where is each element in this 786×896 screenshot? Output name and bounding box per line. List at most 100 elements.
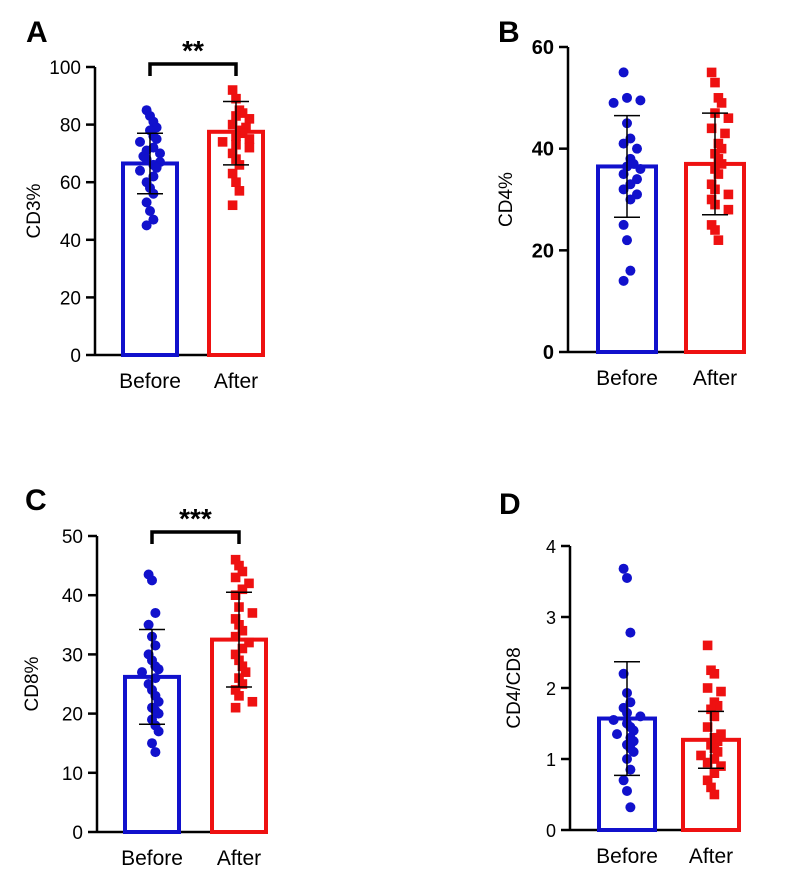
data-point-after-c <box>247 608 258 618</box>
y-tick-label-d: 2 <box>546 679 556 699</box>
x-category-label-d: After <box>689 845 733 868</box>
data-point-before-d <box>625 802 636 813</box>
data-point-after-b <box>713 93 724 103</box>
data-point-after-b <box>723 204 734 215</box>
data-point-before-d <box>618 775 629 786</box>
data-point-before-d <box>612 729 622 740</box>
data-point-after-c <box>237 679 248 689</box>
significance-bracket-c <box>150 530 241 544</box>
y-tick-label-b: 0 <box>543 342 554 364</box>
data-point-after-c <box>237 643 248 654</box>
y-tick-label-a: 60 <box>60 173 81 194</box>
data-point-before-a <box>141 154 152 165</box>
data-point-after-c <box>240 667 251 677</box>
panel-letter-c: C <box>25 484 47 517</box>
y-axis-title-a: CD3% <box>24 183 45 238</box>
data-point-before-d <box>608 714 619 725</box>
data-point-before-c <box>147 738 157 749</box>
data-point-before-b <box>618 67 629 78</box>
data-point-before-a <box>155 148 165 159</box>
data-point-after-a <box>231 93 241 104</box>
y-tick-label-c: 40 <box>62 586 83 607</box>
data-point-after-a <box>227 148 238 159</box>
data-point-after-d <box>709 711 720 722</box>
data-point-before-c <box>150 607 161 618</box>
data-point-after-a <box>241 122 251 133</box>
data-point-after-d <box>702 722 713 732</box>
chart-svg-d: D 0 1 2 3 4 CD4/CD8 Before After <box>499 488 741 868</box>
y-tick-label-a: 80 <box>60 116 81 137</box>
data-point-before-b <box>618 275 629 286</box>
y-tick-label-a: 0 <box>70 346 81 367</box>
data-point-after-b <box>713 169 724 179</box>
data-point-after-b <box>713 138 724 149</box>
data-point-after-d <box>709 789 720 800</box>
data-point-before-d <box>622 572 632 583</box>
data-point-before-a <box>148 214 159 225</box>
y-tick-label-b: 20 <box>532 240 554 262</box>
data-point-after-c <box>244 637 254 648</box>
significance-label-a: ** <box>182 35 204 66</box>
data-point-before-d <box>618 563 629 574</box>
x-category-label-b: Before <box>596 367 658 390</box>
y-axis-title-c: CD8% <box>22 656 43 711</box>
y-tick-label-a: 100 <box>49 58 81 79</box>
data-point-after-c <box>234 691 244 701</box>
data-point-after-c <box>230 649 241 660</box>
data-point-after-c <box>230 572 241 583</box>
data-point-after-b <box>716 159 727 169</box>
data-point-before-d <box>625 627 636 638</box>
data-point-after-b <box>713 154 724 164</box>
chart-panel-c: C 0 10 20 30 40 50 CD8% Before After *** <box>0 470 390 895</box>
data-point-before-c <box>153 726 164 737</box>
data-point-after-c <box>247 696 258 707</box>
data-point-after-a <box>237 128 248 139</box>
data-point-after-c <box>230 631 241 642</box>
data-point-after-a <box>227 85 238 95</box>
y-tick-label-c: 20 <box>62 705 83 726</box>
data-point-after-b <box>706 179 717 190</box>
chart-panel-a: A 0 20 40 60 80 100 CD3% Before After ** <box>0 0 390 425</box>
data-point-before-d <box>625 764 636 775</box>
data-point-after-d <box>712 747 723 757</box>
data-point-before-a <box>145 206 155 216</box>
data-point-after-c <box>230 554 241 565</box>
data-point-before-b <box>632 143 642 154</box>
y-tick-label-d: 3 <box>546 608 556 628</box>
data-point-before-b <box>618 184 629 195</box>
data-point-before-c <box>153 696 164 707</box>
x-category-label-c: After <box>217 847 261 870</box>
data-point-before-a <box>151 162 162 173</box>
data-point-after-b <box>716 98 727 108</box>
data-point-before-d <box>635 711 646 722</box>
data-point-after-b <box>713 235 724 245</box>
data-point-after-d <box>702 640 713 651</box>
y-axis-title-b: CD4% <box>496 172 517 227</box>
y-tick-label-d: 4 <box>546 537 556 557</box>
data-point-after-d <box>696 750 706 761</box>
data-point-after-d <box>706 704 716 715</box>
data-point-after-b <box>723 113 734 123</box>
data-point-after-b <box>710 225 720 235</box>
y-tick-label-b: 40 <box>532 139 554 161</box>
y-axis-title-d: CD4/CD8 <box>504 647 525 728</box>
data-point-after-b <box>706 67 717 78</box>
data-point-after-a <box>227 200 238 211</box>
data-point-before-b <box>618 219 629 230</box>
data-point-after-c <box>237 566 248 577</box>
data-point-before-b <box>635 164 646 174</box>
data-point-after-a <box>237 108 248 118</box>
data-point-after-a <box>217 137 228 147</box>
data-point-after-a <box>244 142 255 153</box>
data-point-after-a <box>227 119 238 130</box>
data-point-after-b <box>723 189 734 200</box>
data-point-after-d <box>716 729 726 739</box>
y-tick-label-d: 1 <box>546 750 556 770</box>
x-category-label-d: Before <box>596 845 658 868</box>
chart-panel-d: D 0 1 2 3 4 CD4/CD8 Before After <box>400 470 786 895</box>
y-tick-label-c: 30 <box>62 645 83 666</box>
data-point-after-d <box>706 782 716 793</box>
y-tick-label-a: 40 <box>60 231 81 252</box>
y-tick-label-c: 0 <box>72 823 83 844</box>
data-point-before-c <box>150 673 161 684</box>
